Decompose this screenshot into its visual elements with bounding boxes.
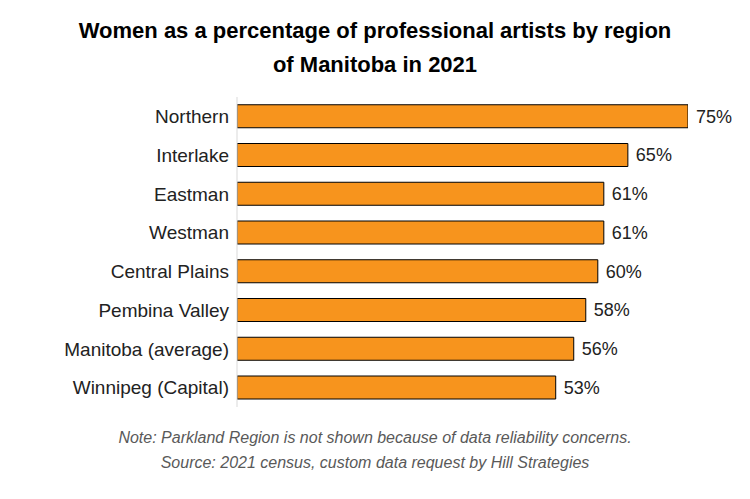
svg-text:75%: 75%	[696, 107, 732, 127]
svg-text:Manitoba (average): Manitoba (average)	[64, 339, 229, 360]
svg-text:Northern: Northern	[155, 106, 229, 127]
svg-text:53%: 53%	[564, 378, 600, 398]
html-text:Note: Parkland Region is not s: Note: Parkland Region is not shown becau…	[118, 429, 632, 446]
svg-text:Winnipeg (Capital): Winnipeg (Capital)	[73, 377, 229, 398]
svg-text:65%: 65%	[636, 145, 672, 165]
svg-text:Pembina Valley: Pembina Valley	[98, 300, 229, 321]
svg-text:58%: 58%	[594, 300, 630, 320]
svg-text:60%: 60%	[606, 262, 642, 282]
svg-text:56%: 56%	[582, 339, 618, 359]
svg-text:61%: 61%	[612, 223, 648, 243]
html-text:Source: 2021 census, custom da: Source: 2021 census, custom data request…	[160, 454, 590, 471]
html-text:Women as a percentage of profe: Women as a percentage of professional ar…	[78, 18, 672, 77]
svg-text:Central Plains: Central Plains	[111, 261, 229, 282]
svg-text:Interlake: Interlake	[156, 145, 229, 166]
svg-text:Westman: Westman	[149, 222, 229, 243]
svg-text:Eastman: Eastman	[154, 184, 229, 205]
svg-text:61%: 61%	[612, 184, 648, 204]
